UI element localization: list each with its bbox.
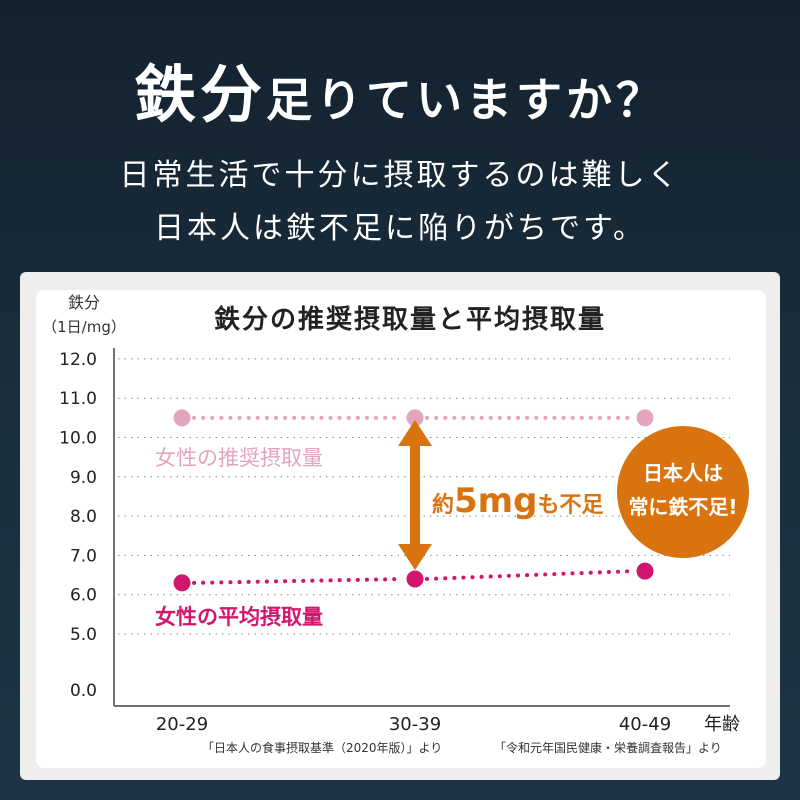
headline-rest: 足りていますか？ [266, 73, 666, 127]
legend-recommended: 女性の推奨摂取量 [155, 446, 323, 470]
gap-value: 5mg [454, 481, 537, 521]
data-point [406, 570, 424, 588]
badge-line-1: 日本人は [643, 461, 723, 485]
data-point [406, 409, 424, 427]
subtext-line-1: 日常生活で十分に摂取するのは難しく [119, 158, 681, 193]
y-tick-labels: 12.0 11.0 10.0 9.0 8.0 7.0 6.0 5.0 0.0 [59, 350, 97, 701]
y-axis-label: 鉄分 [68, 293, 100, 312]
x-tick-label: 40-49 [619, 714, 671, 735]
subtext-line-2: 日本人は鉄不足に陥りがちです。 [154, 211, 646, 246]
series-connector [425, 569, 635, 581]
x-tick-label: 30-39 [389, 714, 441, 735]
series-recommended [173, 409, 654, 427]
headline-emphasis: 鉄分 [133, 58, 266, 131]
x-tick-labels: 20-29 30-39 40-49 [156, 714, 671, 735]
y-tick-label: 6.0 [70, 586, 97, 606]
gap-suffix: も不足 [537, 493, 603, 518]
x-tick-label: 20-29 [156, 714, 208, 735]
data-point [636, 562, 654, 580]
gap-prefix: 約 [432, 492, 454, 518]
gap-arrow-shaft [410, 440, 420, 560]
source-right: 「令和元年国民健康・栄養調査報告」より [494, 740, 722, 755]
source-left: 「日本人の食事摂取基準（2020年版）」より [202, 740, 442, 755]
y-tick-label: 8.0 [70, 507, 97, 527]
chart-title: 鉄分の推奨摂取量と平均摂取量 [214, 304, 606, 335]
gap-arrow-head-top [398, 420, 432, 446]
series-average [173, 562, 654, 592]
y-tick-label: 7.0 [70, 546, 97, 566]
gap-arrow-head-bottom [398, 544, 432, 570]
gap-annotation: 約5mgも不足 [432, 481, 603, 521]
badge-circle [617, 426, 749, 558]
y-tick-label: 5.0 [70, 625, 97, 645]
y-tick-label: 10.0 [59, 429, 97, 449]
badge-line-2: 常に鉄不足! [628, 495, 737, 519]
y-tick-label: 12.0 [59, 350, 97, 370]
y-tick-label: 11.0 [59, 389, 97, 409]
series-group [173, 409, 654, 592]
data-point [636, 409, 654, 427]
data-point [173, 574, 191, 592]
y-tick-label: 0.0 [70, 681, 97, 701]
series-connector [192, 576, 405, 585]
data-point [173, 409, 191, 427]
x-axis-label: 年齢 [704, 714, 740, 735]
legend-average: 女性の平均摂取量 [155, 605, 323, 629]
y-axis-unit: （1日/mg） [42, 318, 126, 336]
y-tick-label: 9.0 [70, 468, 97, 488]
headline: 鉄分足りていますか？ [0, 44, 800, 134]
